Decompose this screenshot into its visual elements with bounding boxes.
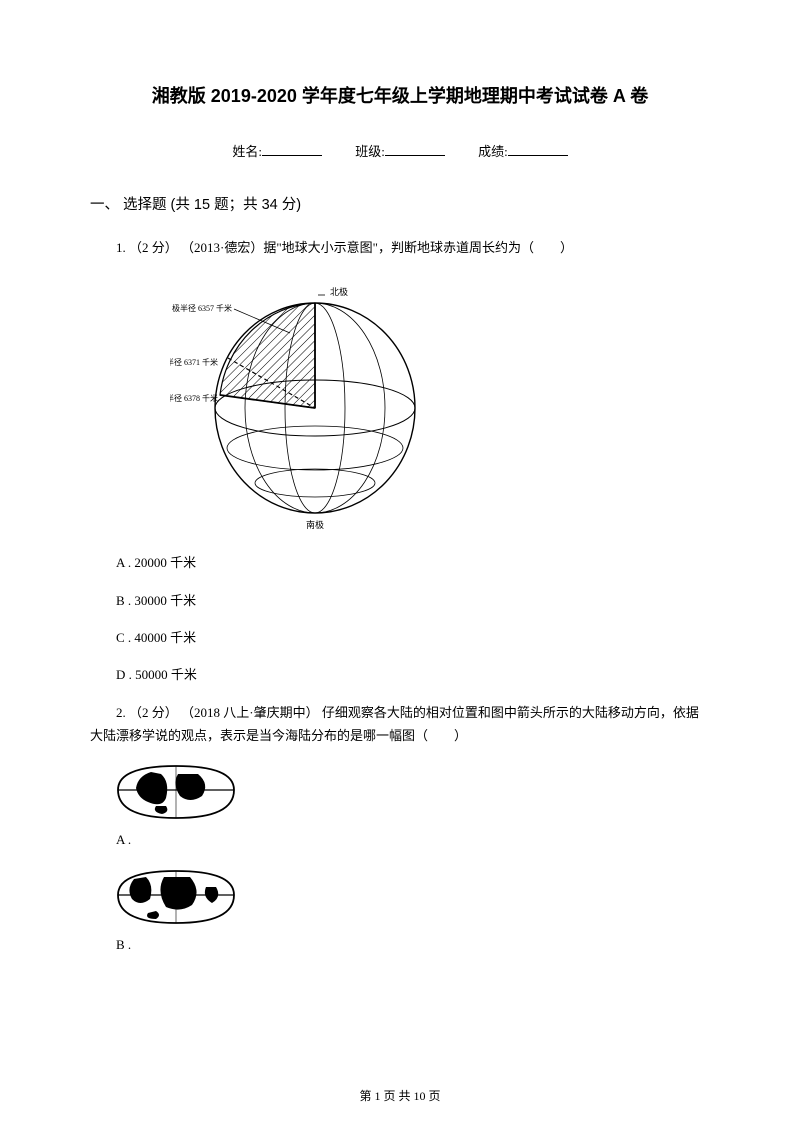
- student-info-line: 姓名: 班级: 成绩:: [90, 140, 710, 163]
- class-label: 班级:: [355, 144, 385, 159]
- name-blank: [262, 155, 322, 156]
- score-blank: [508, 155, 568, 156]
- page-title: 湘教版 2019-2020 学年度七年级上学期地理期中考试试卷 A 卷: [90, 80, 710, 112]
- page-footer: 第 1 页 共 10 页: [0, 1086, 800, 1108]
- q1-option-b: B . 30000 千米: [116, 589, 710, 612]
- class-blank: [385, 155, 445, 156]
- q2-image-b: [116, 867, 710, 927]
- globe-label-eq-radius: 赤道半径 6378 千米: [170, 393, 218, 403]
- globe-label-bottom: 南极: [306, 519, 324, 530]
- q2-option-a-label: A .: [116, 828, 710, 851]
- section-header: 一、 选择题 (共 15 题；共 34 分): [90, 192, 710, 218]
- q2-stem: 2. （2 分） （2018 八上·肇庆期中） 仔细观察各大陆的相对位置和图中箭…: [90, 701, 710, 748]
- globe-label-mean-radius: 平均半径 6371 千米: [170, 357, 218, 367]
- q1-option-c: C . 40000 千米: [116, 626, 710, 649]
- globe-label-top: 北极: [330, 286, 348, 297]
- q1-option-d: D . 50000 千米: [116, 663, 710, 686]
- q2-image-a: [116, 762, 710, 822]
- name-label: 姓名:: [232, 144, 262, 159]
- q1-option-a: A . 20000 千米: [116, 551, 710, 574]
- q1-options: A . 20000 千米 B . 30000 千米 C . 40000 千米 D…: [116, 551, 710, 687]
- score-label: 成绩:: [478, 144, 508, 159]
- globe-diagram: 北极 极半径 6357 千米 平均半径 6371 千米 赤道半径 6378 千米…: [170, 273, 430, 533]
- q1-stem: 1. （2 分） （2013·德宏）据"地球大小示意图"，判断地球赤道周长约为（…: [90, 236, 710, 259]
- globe-label-polar-radius: 极半径 6357 千米: [172, 303, 232, 313]
- q2-option-b-label: B .: [116, 933, 710, 956]
